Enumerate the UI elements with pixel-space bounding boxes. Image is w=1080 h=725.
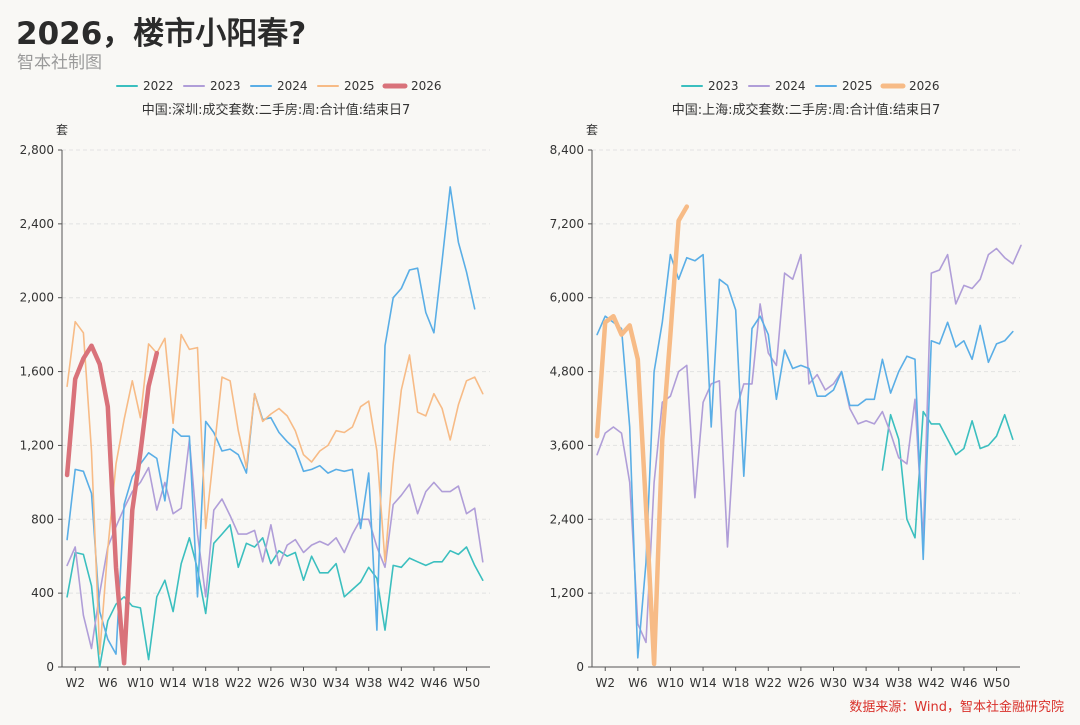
y-tick-label: 1,200 <box>550 586 584 600</box>
legend-label-2022: 2022 <box>143 79 174 93</box>
series-line-2023 <box>881 410 1014 539</box>
series-line-2024 <box>66 186 476 655</box>
y-tick-label: 1,200 <box>20 438 54 452</box>
x-tick-label: W46 <box>420 676 447 690</box>
legend-label-2023: 2023 <box>210 79 241 93</box>
x-tick-label: W42 <box>388 676 415 690</box>
legend-label-2025: 2025 <box>344 79 375 93</box>
x-tick-label: W10 <box>127 676 154 690</box>
y-tick-label: 2,000 <box>20 291 54 305</box>
y-tick-label: 2,800 <box>20 143 54 157</box>
y-tick-label: 3,600 <box>550 438 584 452</box>
x-tick-label: W2 <box>65 676 85 690</box>
shenzhen-chart: 2022 2023 2024 2025 2026中国:深圳:成交套数:二手房:周:合计值… <box>20 79 490 690</box>
legend-label-2026: 2026 <box>909 79 940 93</box>
x-tick-label: W18 <box>722 676 749 690</box>
data-source-note: 数据来源：Wind，智本社金融研究院 <box>849 700 1064 715</box>
x-tick-label: W26 <box>257 676 284 690</box>
x-tick-label: W38 <box>355 676 382 690</box>
page-subtitle: 智本社制图 <box>17 53 102 73</box>
y-tick-label: 4,800 <box>550 365 584 379</box>
y-tick-label: 0 <box>576 660 584 674</box>
x-tick-label: W30 <box>290 676 317 690</box>
x-tick-label: W10 <box>657 676 684 690</box>
x-tick-label: W2 <box>595 676 615 690</box>
series-line-2026 <box>594 204 690 667</box>
x-tick-label: W6 <box>98 676 118 690</box>
page-title: 2026，楼市小阳春? <box>16 16 307 52</box>
shanghai-chart: 2023 2024 2025 2026 中国:上海:成交套数:二手房:周:合计值:结束日… <box>550 79 1022 690</box>
y-axis-unit-label: 套 <box>586 123 598 137</box>
series-line-2022 <box>66 523 484 668</box>
y-tick-label: 800 <box>31 512 54 526</box>
x-tick-label: W46 <box>950 676 977 690</box>
y-tick-label: 7,200 <box>550 217 584 231</box>
y-tick-label: 6,000 <box>550 291 584 305</box>
series-line-2025 <box>596 253 1014 659</box>
x-tick-label: W34 <box>323 676 350 690</box>
chart-title: 中国:上海:成交套数:二手房:周:合计值:结束日7 <box>672 102 941 118</box>
x-tick-label: W18 <box>192 676 219 690</box>
x-tick-label: W14 <box>689 676 716 690</box>
legend-label-2025: 2025 <box>842 79 873 93</box>
legend-label-2023: 2023 <box>708 79 739 93</box>
series-line-2026 <box>64 343 160 666</box>
y-tick-label: 400 <box>31 586 54 600</box>
chart-title: 中国:深圳:成交套数:二手房:周:合计值:结束日7 <box>142 102 411 118</box>
x-tick-label: W34 <box>853 676 880 690</box>
x-tick-label: W22 <box>225 676 252 690</box>
y-tick-label: 0 <box>46 660 54 674</box>
x-tick-label: W22 <box>755 676 782 690</box>
legend-label-2026: 2026 <box>411 79 442 93</box>
y-tick-label: 8,400 <box>550 143 584 157</box>
y-tick-label: 2,400 <box>550 512 584 526</box>
x-tick-label: W50 <box>453 676 480 690</box>
x-tick-label: W42 <box>918 676 945 690</box>
legend-label-2024: 2024 <box>277 79 308 93</box>
x-tick-label: W6 <box>628 676 648 690</box>
x-tick-label: W38 <box>885 676 912 690</box>
x-tick-label: W26 <box>787 676 814 690</box>
y-tick-label: 2,400 <box>20 217 54 231</box>
y-tick-label: 1,600 <box>20 365 54 379</box>
y-axis-unit-label: 套 <box>56 123 68 137</box>
x-tick-label: W30 <box>820 676 847 690</box>
legend-label-2024: 2024 <box>775 79 806 93</box>
x-tick-label: W50 <box>983 676 1010 690</box>
x-tick-label: W14 <box>159 676 186 690</box>
series-line-2025 <box>66 320 484 655</box>
